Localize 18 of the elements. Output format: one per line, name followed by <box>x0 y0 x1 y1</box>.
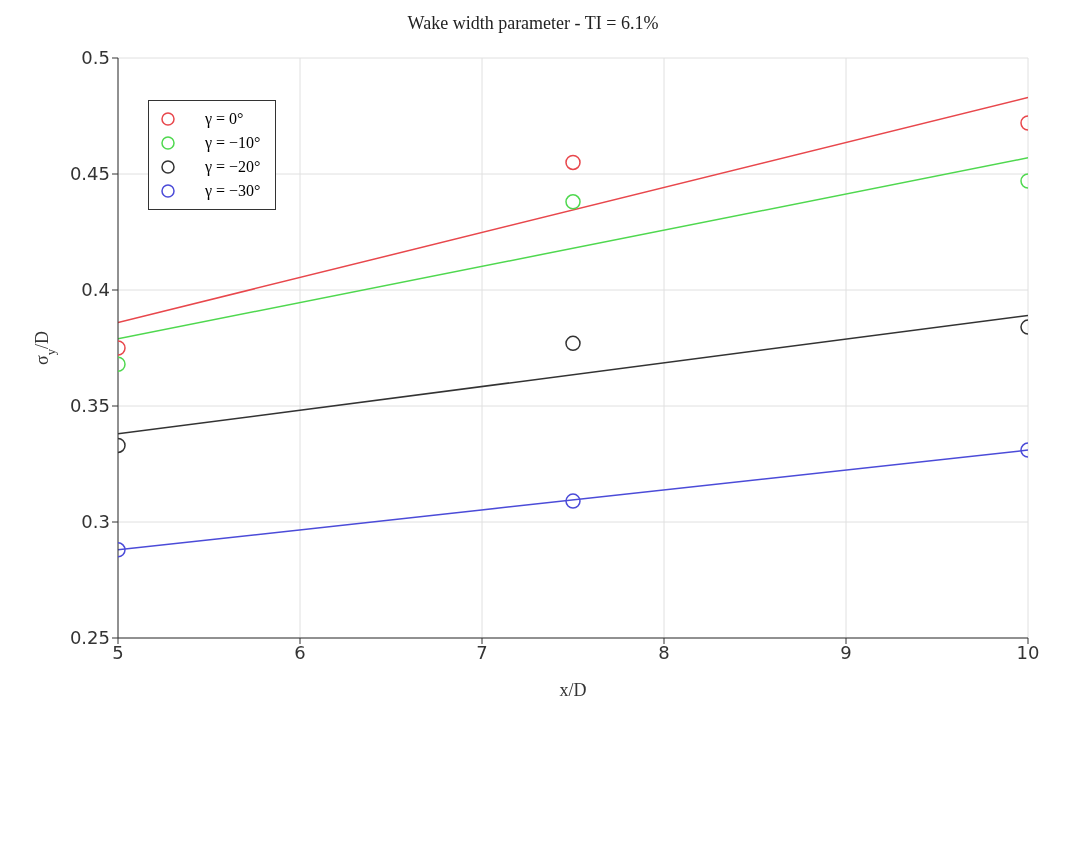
y-tick-label: 0.25 <box>69 627 110 649</box>
chart-title: Wake width parameter - TI = 6.1% <box>406 12 660 35</box>
y-tick-label: 0.4 <box>81 279 110 301</box>
x-axis-title: x/D <box>559 680 587 700</box>
y-tick-label: 0.35 <box>69 395 110 417</box>
x-tick-label: 10 <box>1016 641 1040 663</box>
x-tick-label: 9 <box>840 641 852 663</box>
legend-label: γ = −20° <box>205 158 261 176</box>
legend-label: γ = 0° <box>205 110 244 128</box>
x-tick-label: 5 <box>112 641 124 663</box>
x-tick-label: 6 <box>294 641 306 663</box>
y-tick-label: 0.5 <box>81 47 110 69</box>
x-tick-label: 7 <box>476 641 488 663</box>
x-tick-label: 8 <box>658 641 670 663</box>
y-tick-label: 0.3 <box>81 511 110 533</box>
legend-label: γ = −10° <box>205 134 261 152</box>
y-tick-label: 0.45 <box>69 163 110 185</box>
legend-label: γ = −30° <box>205 182 261 200</box>
